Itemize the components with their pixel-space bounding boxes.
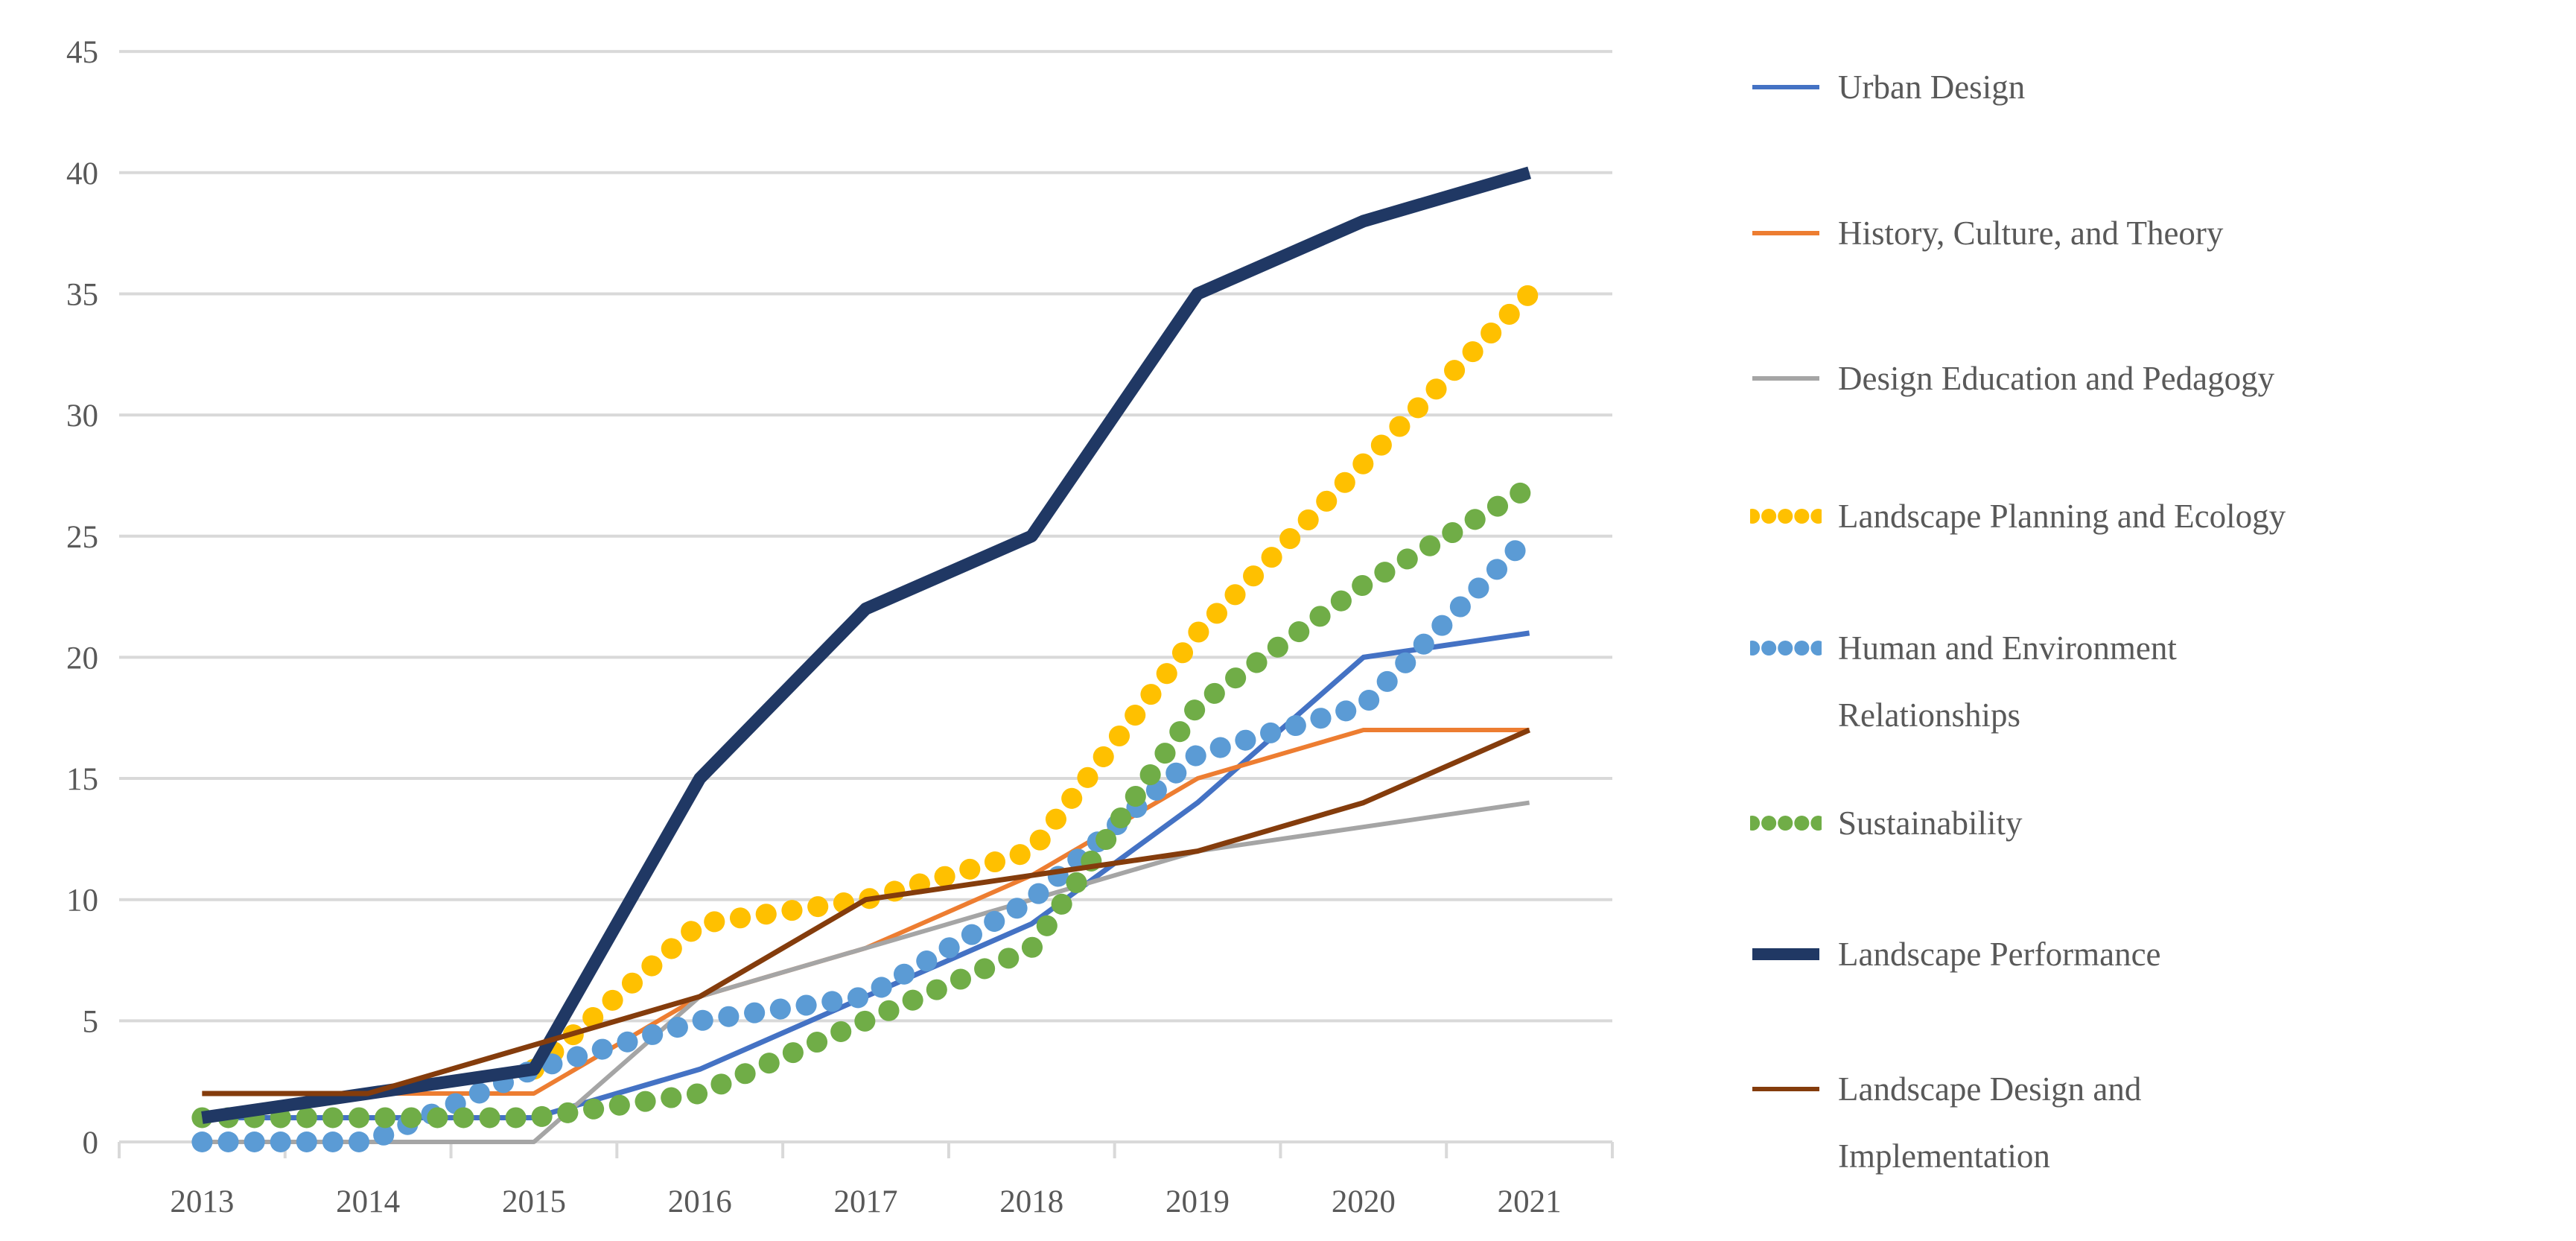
legend-label-urban-design: Urban Design xyxy=(1838,69,2026,106)
legend-marker-landscape-performance-line-icon xyxy=(1752,948,1819,960)
legend-item-landscape-performance: Landscape Performance xyxy=(1750,921,2161,988)
y-axis-label-10: 10 xyxy=(66,883,98,918)
legend-label-landscape-planning-and-ecology: Landscape Planning and Ecology xyxy=(1838,498,2286,535)
legend-marker-history-culture-and-theory-line-icon xyxy=(1752,231,1819,235)
x-axis-label-2014: 2014 xyxy=(336,1184,400,1219)
legend-label-landscape-performance: Landscape Performance xyxy=(1838,936,2161,973)
y-axis-label-0: 0 xyxy=(83,1126,99,1161)
legend-item-human-and-environment-relationships: Human and Environment Relationships xyxy=(1750,615,2177,749)
series-line-human-and-environment-relationships xyxy=(191,525,1540,1152)
series-line-landscape-planning-and-ecology xyxy=(523,283,1540,1080)
y-axis-label-5: 5 xyxy=(83,1004,99,1039)
legend-label-human-and-environment-relationships: Human and Environment Relationships xyxy=(1838,629,2177,734)
series-line-history-culture-and-theory xyxy=(202,727,1530,1096)
legend-item-sustainability: Sustainability xyxy=(1750,790,2023,857)
x-axis-label-2021: 2021 xyxy=(1498,1184,1562,1219)
legend-marker-landscape-design-and-implementation-line-icon xyxy=(1752,1087,1819,1091)
legend-marker-design-education-and-pedagogy-line-icon xyxy=(1752,376,1819,381)
chart-legend: Urban Design History, Culture, and Theory… xyxy=(1750,0,2576,1241)
x-axis-label-2015: 2015 xyxy=(502,1184,566,1219)
line-chart: 0 5 10 15 20 25 30 35 40 45 2013 2014 2015 2016 2017 20… xyxy=(66,35,1614,1219)
y-axis-label-40: 40 xyxy=(66,156,98,191)
y-axis-label-15: 15 xyxy=(66,762,98,797)
legend-item-urban-design: Urban Design xyxy=(1750,54,2025,121)
legend-label-design-education-and-pedagogy: Design Education and Pedagogy xyxy=(1838,360,2275,397)
legend-item-landscape-planning-and-ecology: Landscape Planning and Ecology xyxy=(1750,483,2286,550)
legend-item-history-culture-and-theory: History, Culture, and Theory xyxy=(1750,200,2223,267)
x-axis-label-2020: 2020 xyxy=(1332,1184,1396,1219)
y-axis-label-35: 35 xyxy=(66,277,98,312)
legend-item-landscape-design-and-implementation: Landscape Design and Implementation xyxy=(1750,1056,2141,1190)
y-axis-label-25: 25 xyxy=(66,520,98,555)
x-axis-label-2013: 2013 xyxy=(170,1184,234,1219)
x-axis-label-2018: 2018 xyxy=(999,1184,1063,1219)
legend-item-design-education-and-pedagogy: Design Education and Pedagogy xyxy=(1750,345,2274,412)
y-axis-label-20: 20 xyxy=(66,641,98,676)
x-axis-label-2016: 2016 xyxy=(668,1184,732,1219)
legend-label-history-culture-and-theory: History, Culture, and Theory xyxy=(1838,215,2224,252)
series-line-design-education-and-pedagogy xyxy=(202,800,1530,1144)
y-axis-label-30: 30 xyxy=(66,399,98,434)
y-axis-label-45: 45 xyxy=(66,35,98,70)
series-line-landscape-performance xyxy=(201,166,1531,1124)
series-line-landscape-design-and-implementation xyxy=(202,727,1531,1096)
legend-marker-human-and-environment-relationships-dotted-icon xyxy=(1750,641,1822,656)
series-line-sustainability xyxy=(191,477,1540,1129)
x-axis-label-2019: 2019 xyxy=(1165,1184,1230,1219)
legend-label-landscape-design-and-implementation: Landscape Design and Implementation xyxy=(1838,1070,2142,1175)
legend-marker-sustainability-dotted-icon xyxy=(1750,816,1822,831)
legend-marker-urban-design-line-icon xyxy=(1752,85,1819,89)
legend-label-sustainability: Sustainability xyxy=(1838,804,2023,842)
legend-marker-landscape-planning-and-ecology-dotted-icon xyxy=(1750,509,1822,524)
x-axis-label-2017: 2017 xyxy=(834,1184,898,1219)
series-line-urban-design xyxy=(202,630,1530,1120)
